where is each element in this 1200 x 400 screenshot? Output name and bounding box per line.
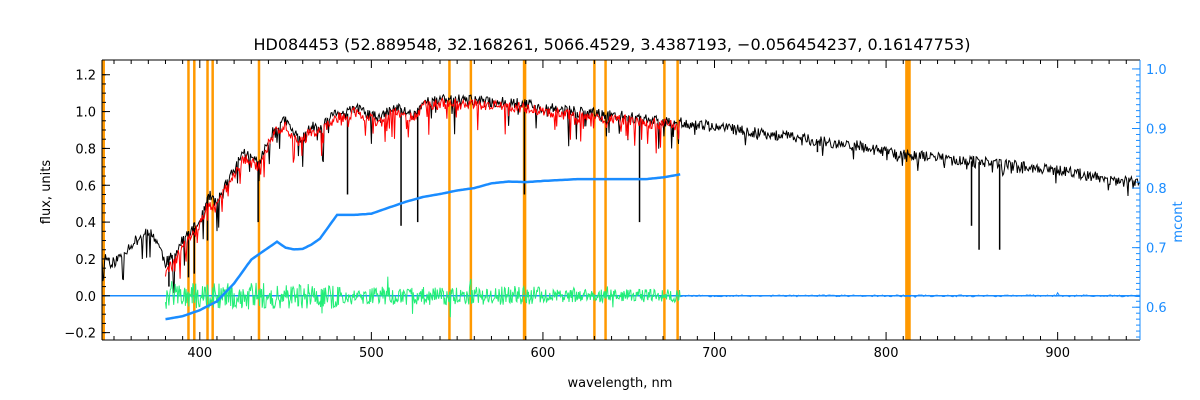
y-tick-label-7: 1.2 <box>75 69 96 84</box>
y-tick-label-3: 0.4 <box>75 216 96 231</box>
x-axis-title: wavelength, nm <box>568 376 673 391</box>
continuum-line <box>165 173 681 321</box>
x-tick-label-3: 700 <box>702 346 727 361</box>
y-tick-label-2: 0.2 <box>75 253 96 268</box>
y2-tick-label-1: 0.7 <box>1146 242 1167 257</box>
y2-tick-label-4: 1.0 <box>1146 63 1167 78</box>
x-tick-label-2: 600 <box>531 346 556 361</box>
x-tick-label-4: 800 <box>874 346 899 361</box>
y-tick-label-4: 0.6 <box>75 179 96 194</box>
x-tick-label-5: 900 <box>1045 346 1070 361</box>
series-layer <box>101 93 1141 321</box>
y-axis-title: flux, units <box>39 160 54 225</box>
x-tick-label-0: 400 <box>187 346 212 361</box>
y2-tick-label-0: 0.6 <box>1146 301 1167 316</box>
y2-tick-label-2: 0.8 <box>1146 182 1167 197</box>
y-tick-label-0: −0.2 <box>64 327 96 342</box>
y-tick-label-5: 0.8 <box>75 142 96 157</box>
y-tick-label-1: 0.0 <box>75 290 96 305</box>
residual-tail-line <box>680 291 1141 298</box>
residual-line <box>165 276 681 318</box>
axes-layer: 400 500 600 700 800 900 −0.2 0.0 0.2 0.4 0.6 0.8 1.0… <box>64 59 1167 361</box>
model-spectrum-line <box>165 97 681 279</box>
observed-spectrum-line <box>101 93 1141 294</box>
x-tick-label-1: 500 <box>359 346 384 361</box>
chart-title: HD084453 (52.889548, 32.168261, 5066.452… <box>254 35 971 54</box>
y2-tick-label-3: 0.9 <box>1146 123 1167 138</box>
y-tick-label-6: 1.0 <box>75 106 96 121</box>
y2-axis-title: mcont <box>1171 201 1186 242</box>
